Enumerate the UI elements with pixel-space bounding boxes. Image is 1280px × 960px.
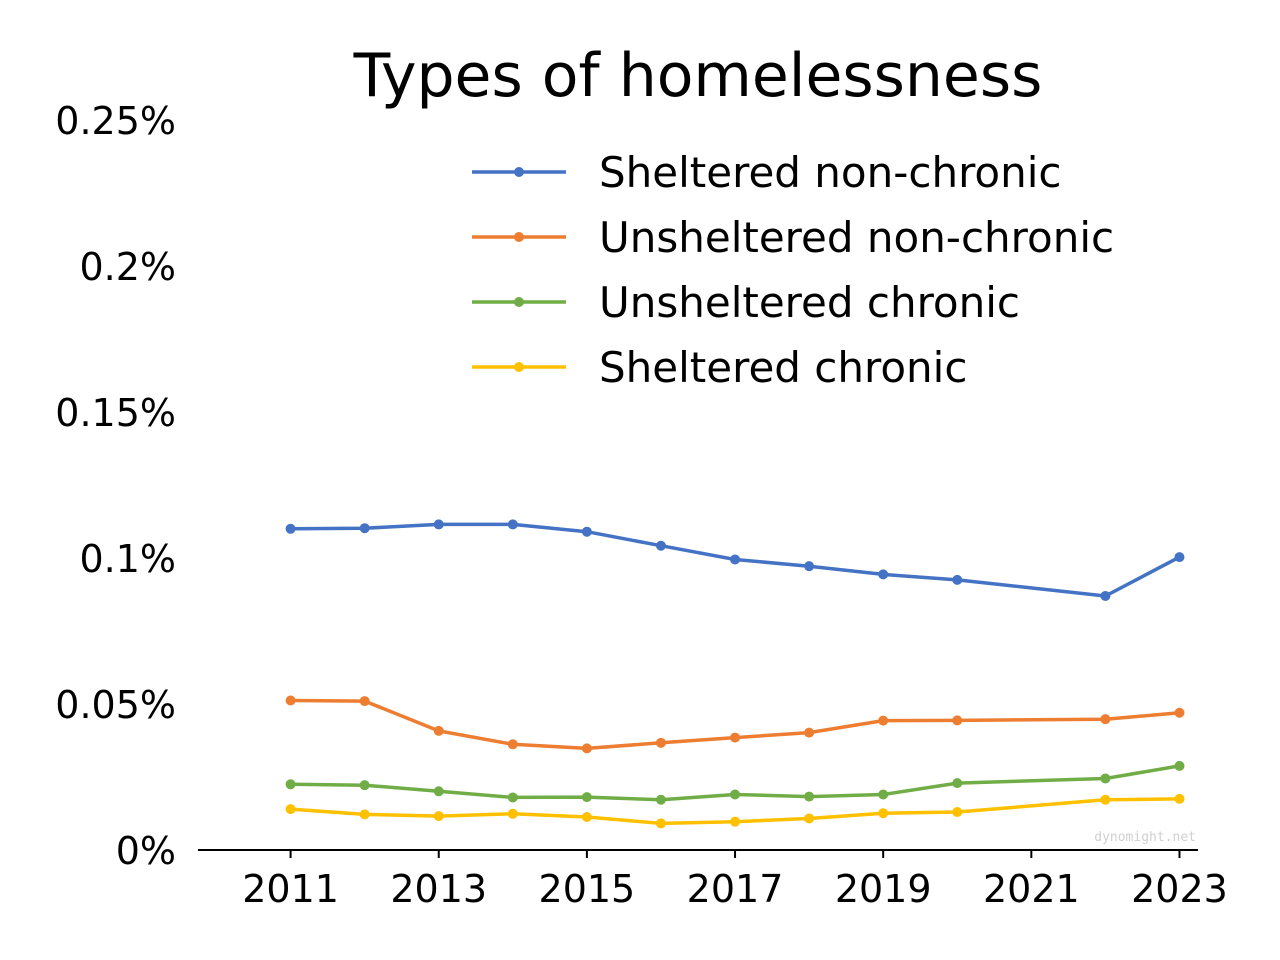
legend-item: Sheltered non-chronic (472, 148, 1062, 197)
data-point (581, 526, 592, 537)
data-point (507, 519, 518, 530)
series-line (288, 797, 1182, 826)
data-point (433, 811, 444, 822)
data-point (952, 574, 963, 585)
legend-marker (514, 232, 524, 242)
chart-title: Types of homelessness (353, 41, 1043, 111)
data-point (433, 786, 444, 797)
legend-item: Sheltered chronic (472, 343, 967, 392)
data-point (581, 792, 592, 803)
data-point (581, 812, 592, 823)
series-line (288, 698, 1182, 751)
data-point (285, 695, 296, 706)
y-tick-label: 0.1% (79, 537, 176, 581)
data-point (1100, 714, 1111, 725)
data-point (730, 789, 741, 800)
data-point (804, 813, 815, 824)
data-point (507, 792, 518, 803)
data-point (285, 779, 296, 790)
data-point (1100, 773, 1111, 784)
y-tick-label: 0% (116, 829, 176, 873)
data-point (804, 561, 815, 572)
data-point (359, 809, 370, 820)
series-3 (285, 760, 1185, 805)
data-point (359, 780, 370, 791)
y-tick-label: 0.05% (55, 683, 176, 727)
series-line (288, 764, 1182, 802)
x-tick-label: 2013 (390, 867, 487, 911)
legend-marker (514, 297, 524, 307)
legend-label: Unsheltered chronic (599, 278, 1020, 327)
data-point (952, 778, 963, 789)
data-point (655, 737, 666, 748)
legend-marker (514, 167, 524, 177)
watermark: dynomight.net (1094, 830, 1196, 845)
y-tick-label: 0.15% (55, 391, 176, 435)
legend-item: Unsheltered non-chronic (472, 213, 1114, 262)
data-point (655, 818, 666, 829)
data-point (433, 519, 444, 530)
data-point (581, 743, 592, 754)
data-point (1174, 760, 1185, 771)
x-axis: 2011 2013 2015 2017 2019 2021 2023 (198, 849, 1228, 911)
series-4 (285, 793, 1185, 829)
x-tick-label: 2015 (539, 867, 636, 911)
data-point (878, 569, 889, 580)
data-point (655, 540, 666, 551)
x-tick-label: 2021 (983, 867, 1080, 911)
data-point (730, 816, 741, 827)
data-point (878, 808, 889, 819)
data-point (878, 789, 889, 800)
data-point (1100, 590, 1111, 601)
legend-label: Unsheltered non-chronic (599, 213, 1114, 262)
x-tick-label: 2023 (1131, 867, 1228, 911)
data-point (952, 715, 963, 726)
x-tick-label: 2019 (835, 867, 932, 911)
data-point (285, 804, 296, 815)
data-point (804, 791, 815, 802)
legend-label: Sheltered non-chronic (599, 148, 1062, 197)
x-tick-label: 2011 (242, 867, 339, 911)
y-tick-label: 0.25% (55, 99, 176, 143)
x-tick-label: 2017 (687, 867, 784, 911)
legend-marker (514, 362, 524, 372)
data-point (878, 715, 889, 726)
data-point (285, 523, 296, 534)
series-1 (285, 519, 1185, 601)
data-point (507, 739, 518, 750)
data-point (655, 794, 666, 805)
data-point (730, 732, 741, 743)
data-point (730, 554, 741, 565)
legend: Sheltered non-chronic Unsheltered non-chr… (472, 148, 1114, 392)
data-point (1174, 552, 1185, 563)
y-tick-label: 0.2% (79, 245, 176, 289)
data-point (952, 807, 963, 818)
data-point (1174, 793, 1185, 804)
series-2 (285, 695, 1185, 754)
data-point (507, 808, 518, 819)
series-layer (285, 519, 1185, 829)
data-point (359, 696, 370, 707)
data-point (433, 725, 444, 736)
data-point (359, 523, 370, 534)
legend-label: Sheltered chronic (599, 343, 967, 392)
series-line (288, 522, 1182, 598)
data-point (1174, 707, 1185, 718)
legend-item: Unsheltered chronic (472, 278, 1020, 327)
data-point (1100, 794, 1111, 805)
data-point (804, 727, 815, 738)
y-axis-ticks: 0% 0.05% 0.1% 0.15% 0.2% 0.25% (55, 99, 176, 873)
